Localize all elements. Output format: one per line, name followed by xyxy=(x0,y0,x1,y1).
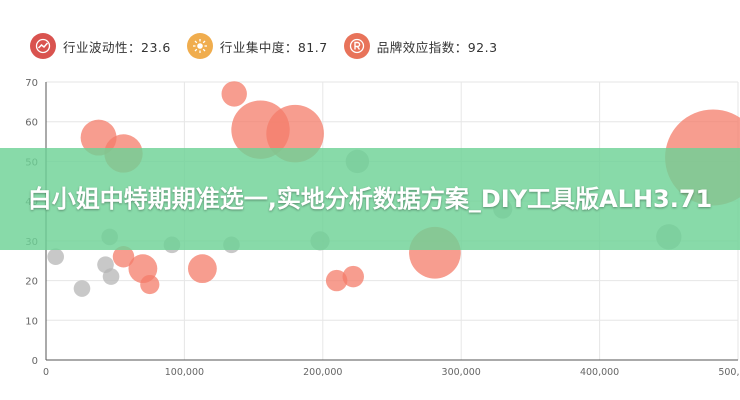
bubble-point xyxy=(140,274,160,295)
bubble-point xyxy=(47,248,65,266)
kpi-concentration: 行业集中度：81.7 xyxy=(186,33,328,59)
bubble-point xyxy=(73,280,91,297)
watermark-banner: 白小姐中特期期准选一,实地分析数据方案_DIY工具版ALH3.71 xyxy=(0,148,740,250)
x-tick-label: 200,000 xyxy=(303,367,342,378)
bubble-point xyxy=(102,268,120,285)
trend-icon xyxy=(30,33,56,59)
bubble-point xyxy=(342,265,364,288)
bubble-point xyxy=(112,246,135,268)
kpi-row: 行业波动性：23.6 行业集中度：81.7 品牌效应指数：92.3 xyxy=(30,33,498,59)
banner-text: 白小姐中特期期准选一,实地分析数据方案_DIY工具版ALH3.71 xyxy=(27,184,713,213)
x-tick-label: 100,000 xyxy=(165,367,204,378)
x-tick-label: 0 xyxy=(43,367,49,378)
y-tick-label: 20 xyxy=(25,277,38,288)
bubble-point xyxy=(221,81,247,107)
bubble-point xyxy=(80,119,117,156)
sun-icon xyxy=(186,33,213,59)
x-tick-label: 500,000 xyxy=(718,367,740,378)
y-tick-label: 70 xyxy=(25,78,38,89)
bubble-point xyxy=(325,269,348,292)
registered-icon xyxy=(343,33,370,59)
kpi-brand-label: 品牌效应指数：92.3 xyxy=(376,39,498,55)
kpi-volatility-label: 行业波动性：23.6 xyxy=(63,39,171,55)
kpi-volatility: 行业波动性：23.6 xyxy=(30,33,171,59)
bubble-point xyxy=(187,254,217,284)
x-tick-label: 400,000 xyxy=(580,367,619,378)
y-tick-label: 60 xyxy=(25,118,38,129)
kpi-brand: 品牌效应指数：92.3 xyxy=(343,33,498,59)
x-tick-label: 300,000 xyxy=(442,367,481,378)
kpi-concentration-label: 行业集中度：81.7 xyxy=(219,39,328,55)
y-tick-label: 0 xyxy=(32,356,38,367)
y-tick-label: 10 xyxy=(25,316,38,327)
